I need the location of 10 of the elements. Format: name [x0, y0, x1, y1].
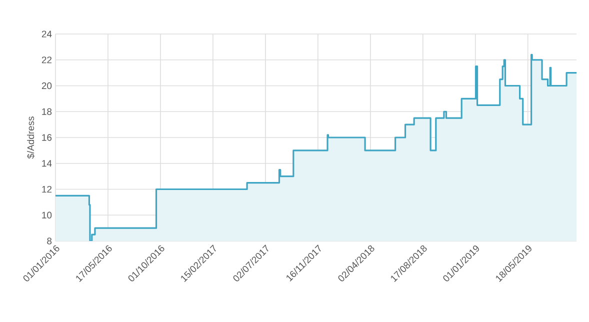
- y-tick-label: 16: [42, 134, 52, 141]
- y-tick-label: 10: [42, 212, 52, 218]
- y-tick-label: 24: [42, 30, 52, 38]
- y-tick-label: 18: [42, 108, 52, 115]
- y-tick-label: 12: [42, 186, 52, 193]
- y-tick-label: 20: [42, 82, 52, 90]
- y-tick-label: 14: [42, 160, 52, 167]
- y-tick-label: 22: [42, 56, 52, 64]
- y-tick-label: 8: [47, 238, 52, 244]
- y-axis-title: $/Address: [26, 116, 35, 159]
